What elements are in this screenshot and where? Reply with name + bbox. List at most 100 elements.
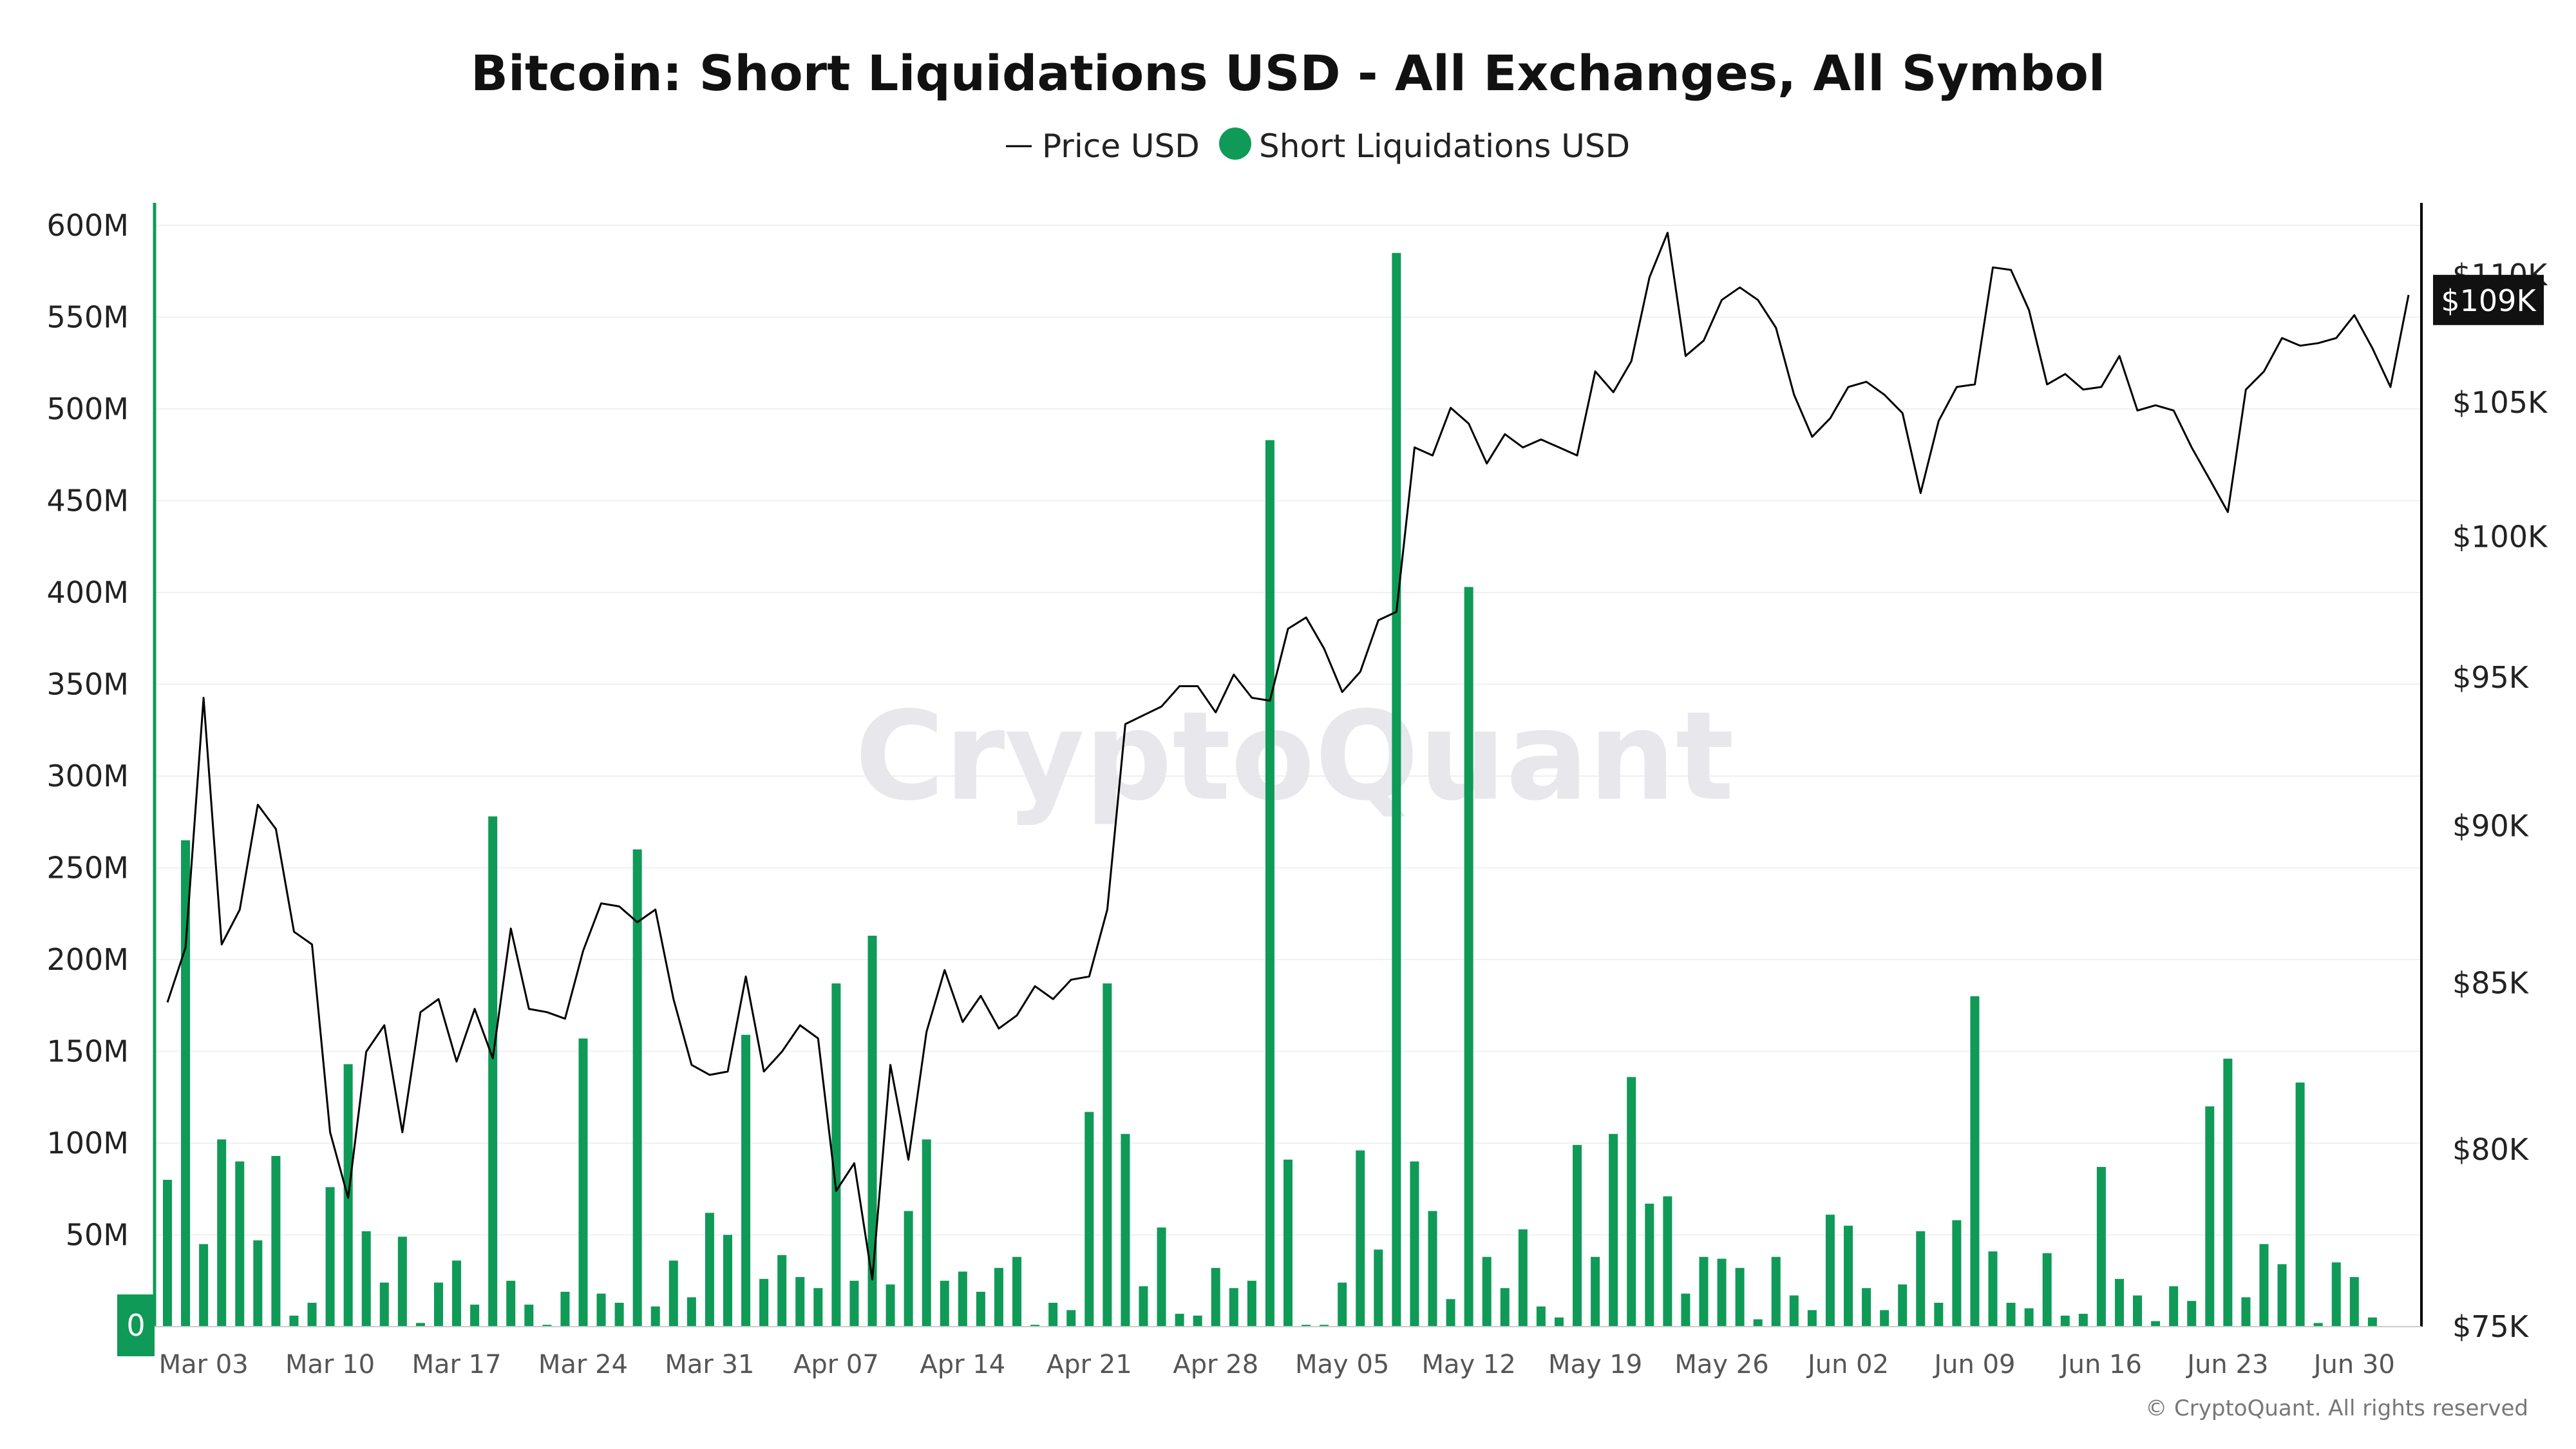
liquidation-bar <box>1681 1293 1690 1327</box>
left-tick-label: 550M <box>47 300 129 335</box>
x-tick-label: Jun 02 <box>1806 1350 1889 1379</box>
liquidation-bar <box>1627 1077 1636 1327</box>
liquidation-bar <box>813 1288 823 1327</box>
liquidation-bar <box>1265 440 1274 1327</box>
liquidation-bar <box>1103 983 1112 1327</box>
liquidation-bar <box>217 1139 227 1327</box>
liquidation-bar <box>1084 1112 1094 1327</box>
liquidation-bar <box>2151 1321 2161 1327</box>
liquidation-bar <box>596 1293 606 1327</box>
liquidation-bar <box>199 1244 209 1327</box>
liquidation-bar <box>2313 1323 2323 1327</box>
x-tick-label: Jun 23 <box>2185 1350 2268 1379</box>
left-tick-label: 350M <box>47 667 129 702</box>
liquidation-bar <box>1030 1325 1040 1327</box>
x-tick-label: Apr 28 <box>1173 1350 1258 1379</box>
liquidation-bar <box>831 983 841 1327</box>
liquidation-bar <box>1193 1315 1202 1327</box>
liquidation-bar <box>1247 1280 1256 1327</box>
liquidation-bar <box>1844 1226 1853 1327</box>
right-tick-label: $100K <box>2452 519 2548 554</box>
left-current-value-badge: 0 <box>117 1294 155 1356</box>
right-current-value-badge: $109K <box>2433 274 2544 325</box>
liquidation-bar <box>2169 1286 2179 1327</box>
legend-dot-marker <box>1219 128 1251 160</box>
left-tick-label: 450M <box>47 484 129 518</box>
liquidation-bar <box>1862 1288 1871 1327</box>
liquidation-bar <box>1645 1204 1654 1327</box>
liquidation-bar <box>1392 252 1401 1327</box>
liquidation-bar <box>1753 1319 1763 1327</box>
liquidation-bar <box>1374 1249 1383 1327</box>
x-tick-label: Jun 16 <box>2059 1350 2142 1379</box>
liquidation-bar <box>1428 1211 1437 1327</box>
bar-series-short-liquidations <box>163 252 2377 1327</box>
liquidation-bar <box>1952 1220 1962 1327</box>
liquidation-bar <box>2024 1308 2034 1327</box>
x-tick-label: Mar 17 <box>412 1350 501 1379</box>
liquidation-bar <box>1121 1133 1130 1327</box>
liquidation-bar <box>2096 1167 2106 1327</box>
liquidation-bar <box>2259 1244 2269 1327</box>
liquidation-bar <box>2006 1302 2016 1327</box>
right-tick-label: $85K <box>2452 965 2530 1000</box>
x-tick-label: May 12 <box>1421 1350 1515 1379</box>
liquidation-bar <box>1591 1256 1600 1327</box>
liquidation-bar <box>795 1277 805 1327</box>
x-tick-label: Mar 24 <box>538 1350 628 1379</box>
liquidation-bar <box>2331 1262 2341 1327</box>
liquidation-bar <box>1446 1299 1455 1327</box>
liquidation-bar <box>668 1260 678 1327</box>
x-tick-label: Mar 31 <box>665 1350 754 1379</box>
x-tick-label: Jun 09 <box>1932 1350 2015 1379</box>
liquidation-bar <box>1012 1256 1022 1327</box>
x-tick-label: Apr 07 <box>793 1350 879 1379</box>
liquidation-bar <box>1048 1302 1058 1327</box>
left-tick-label: 400M <box>47 575 129 610</box>
liquidation-bar <box>2114 1278 2124 1327</box>
liquidation-bar <box>2349 1277 2359 1327</box>
liquidation-bar <box>470 1304 480 1327</box>
liquidation-bar <box>1717 1258 1727 1327</box>
liquidation-bar <box>759 1278 769 1327</box>
x-tick-label: May 05 <box>1295 1350 1389 1379</box>
liquidation-bar <box>2042 1253 2052 1327</box>
liquidation-bar <box>940 1280 949 1327</box>
liquidation-bar <box>632 849 642 1327</box>
liquidation-bar <box>1735 1267 1745 1327</box>
legend-label-price: Price USD <box>1042 128 1200 165</box>
right-tick-label: $90K <box>2452 809 2530 844</box>
liquidation-bar <box>1229 1288 1238 1327</box>
liquidation-bar <box>2078 1314 2088 1327</box>
legend-label-short-liquidations: Short Liquidations USD <box>1259 128 1630 165</box>
left-tick-label: 600M <box>47 208 129 243</box>
liquidation-bar <box>1066 1310 1076 1327</box>
liquidation-bar <box>397 1236 407 1327</box>
liquidation-bar <box>2205 1106 2215 1327</box>
liquidation-bar <box>922 1139 931 1327</box>
liquidation-bar <box>741 1034 751 1327</box>
liquidation-bar <box>1157 1227 1166 1327</box>
liquidation-bar <box>542 1325 552 1327</box>
right-axis-ticks: $75K$80K$85K$90K$95K$100K$105K$110K <box>2452 258 2548 1344</box>
liquidation-bar <box>1663 1196 1672 1327</box>
left-current-value-label: 0 <box>126 1308 145 1343</box>
liquidation-bar <box>163 1180 172 1327</box>
liquidation-bar <box>1211 1267 1220 1327</box>
x-tick-label: Apr 14 <box>920 1350 1005 1379</box>
legend: Price USD Short Liquidations USD <box>1006 128 1630 165</box>
left-tick-label: 100M <box>47 1126 129 1160</box>
liquidation-bar <box>1338 1282 1347 1327</box>
liquidation-bar <box>994 1267 1003 1327</box>
liquidation-bar <box>415 1323 425 1327</box>
liquidation-bar <box>1916 1231 1926 1327</box>
liquidation-bar <box>235 1161 245 1327</box>
liquidation-bar <box>506 1280 516 1327</box>
liquidation-bar <box>1573 1144 1582 1327</box>
liquidation-bar <box>181 840 191 1327</box>
liquidation-bar <box>2367 1317 2377 1327</box>
liquidation-bar <box>1320 1325 1329 1327</box>
liquidation-bar <box>253 1240 263 1327</box>
liquidation-bar <box>2187 1301 2197 1327</box>
x-tick-label: Jun 30 <box>2312 1350 2395 1379</box>
